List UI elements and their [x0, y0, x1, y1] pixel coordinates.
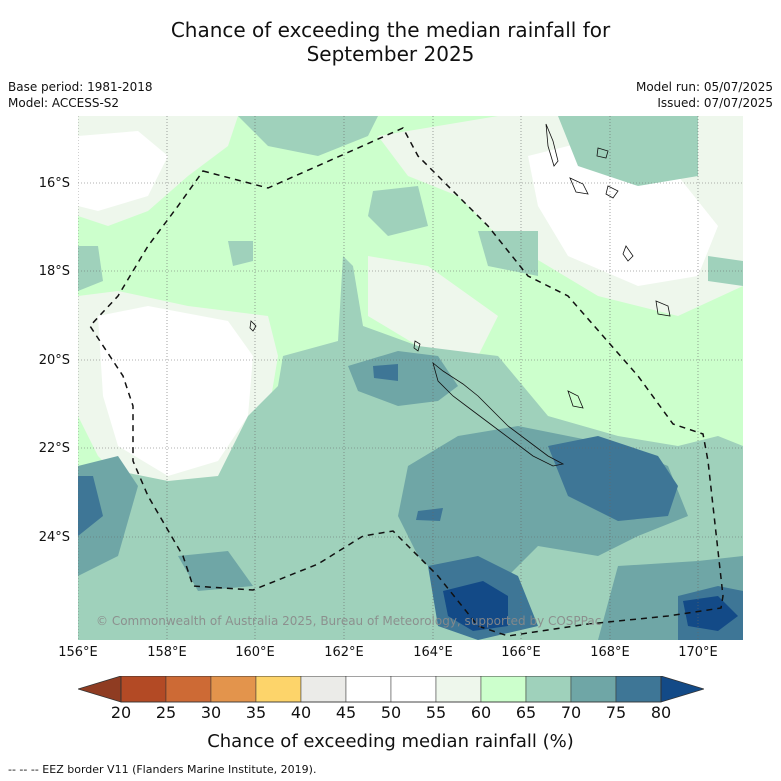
lon-label-170e: 170°E: [678, 645, 718, 660]
new-caledonia-coastline: [432, 361, 565, 467]
lat-label-20s: 20°S: [38, 353, 70, 368]
colorbar-tick-label: 80: [650, 703, 672, 722]
region-75-80-west: [78, 476, 103, 536]
base-period-text: Base period: 1981-2018: [8, 80, 153, 94]
lon-label-162e: 162°E: [324, 645, 364, 660]
region-70-75-southwest: [178, 551, 253, 591]
colorbar-tick-label: 55: [425, 703, 447, 722]
region-80-plus-south: [443, 581, 508, 631]
metadata-left: Base period: 1981-2018 Model: ACCESS-S2: [8, 79, 153, 111]
coastlines: [249, 123, 671, 467]
island-small-1: [596, 147, 609, 159]
colorbar-tick-label: 25: [155, 703, 177, 722]
colorbar-tick-label: 60: [470, 703, 492, 722]
region-80-plus-southeast: [683, 596, 738, 631]
colorbar-segment: [390, 676, 437, 703]
region-65-70-north: [238, 116, 378, 156]
lat-label-16s: 16°S: [38, 176, 70, 191]
region-65-70-center-east: [478, 231, 538, 276]
colorbar-segment: [165, 676, 212, 703]
colorbar-tick-label: 45: [335, 703, 357, 722]
title-line-2: September 2025: [306, 42, 475, 66]
eez-footnote: -- -- -- EEZ border V11 (Flanders Marine…: [8, 763, 317, 776]
lon-label-164e: 164°E: [413, 645, 453, 660]
issued-text: Issued: 07/07/2025: [657, 96, 773, 110]
lon-label-166e: 166°E: [501, 645, 541, 660]
model-text: Model: ACCESS-S2: [8, 96, 120, 110]
lat-label-24s: 24°S: [38, 530, 70, 545]
colorbar-segment: [480, 676, 527, 703]
colorbar-segment: [615, 676, 662, 703]
colorbar-tick-label: 30: [200, 703, 222, 722]
island-small-2: [249, 320, 257, 332]
colorbar-segments: [120, 676, 662, 703]
colorbar-tick-label: 40: [290, 703, 312, 722]
chart-title: Chance of exceeding the median rainfall …: [0, 18, 781, 66]
colorbar-label: Chance of exceeding median rainfall (%): [207, 731, 574, 752]
lon-label-168e: 168°E: [590, 645, 630, 660]
lat-label-18s: 18°S: [38, 264, 70, 279]
loyalty-islands: [567, 390, 584, 409]
region-65-70-east: [708, 256, 743, 286]
rainfall-map-svg: [78, 116, 743, 640]
colorbar-segment: [345, 676, 392, 703]
region-65-70-northeast: [558, 116, 698, 186]
region-65-70-blob: [368, 186, 428, 236]
copyright-notice: © Commonwealth of Australia 2025, Bureau…: [96, 614, 602, 628]
colorbar-segment: [570, 676, 617, 703]
map-gridlines: [78, 116, 743, 640]
island-small-3: [413, 340, 421, 352]
region-75-80-small: [373, 364, 398, 381]
colorbar-segment: [300, 676, 347, 703]
island-east: [655, 300, 671, 317]
colorbar-tick-label: 50: [380, 703, 402, 722]
region-45-55-northwest: [78, 131, 168, 211]
model-run-text: Model run: 05/07/2025: [635, 80, 773, 94]
title-line-1: Chance of exceeding the median rainfall …: [170, 18, 611, 42]
colorbar-tick-label: 65: [515, 703, 537, 722]
colorbar: [78, 676, 704, 703]
colorbar-segment: [435, 676, 482, 703]
region-75-80-east: [548, 436, 678, 521]
colorbar-tick-label: 35: [245, 703, 267, 722]
region-70-75-center: [348, 351, 458, 406]
region-75-80-small-south: [416, 508, 443, 521]
colorbar-segment: [210, 676, 257, 703]
vanuatu-island-3: [605, 185, 619, 199]
colorbar-outline: [120, 676, 662, 703]
lat-label-22s: 22°S: [38, 441, 70, 456]
colorbar-tick-label: 70: [560, 703, 582, 722]
lon-label-160e: 160°E: [235, 645, 275, 660]
colorbar-tick-label: 75: [605, 703, 627, 722]
lon-label-158e: 158°E: [147, 645, 187, 660]
region-65-70-small: [228, 241, 253, 266]
colorbar-tick-label: 20: [110, 703, 132, 722]
region-65-70-left: [78, 246, 103, 291]
region-45-55-west: [98, 306, 253, 476]
colorbar-segment: [120, 676, 167, 703]
colorbar-extend-low: [78, 676, 122, 703]
lon-label-156e: 156°E: [58, 645, 98, 660]
vanuatu-island-4: [622, 245, 634, 262]
metadata-right: Model run: 05/07/2025 Issued: 07/07/2025: [636, 79, 773, 111]
eez-border: [89, 127, 724, 637]
colorbar-segment: [525, 676, 572, 703]
vanuatu-island-2: [569, 177, 589, 195]
rainfall-map: [78, 116, 743, 640]
colorbar-segment: [255, 676, 302, 703]
colorbar-extend-high: [660, 676, 704, 703]
vanuatu-island-1: [545, 123, 559, 167]
